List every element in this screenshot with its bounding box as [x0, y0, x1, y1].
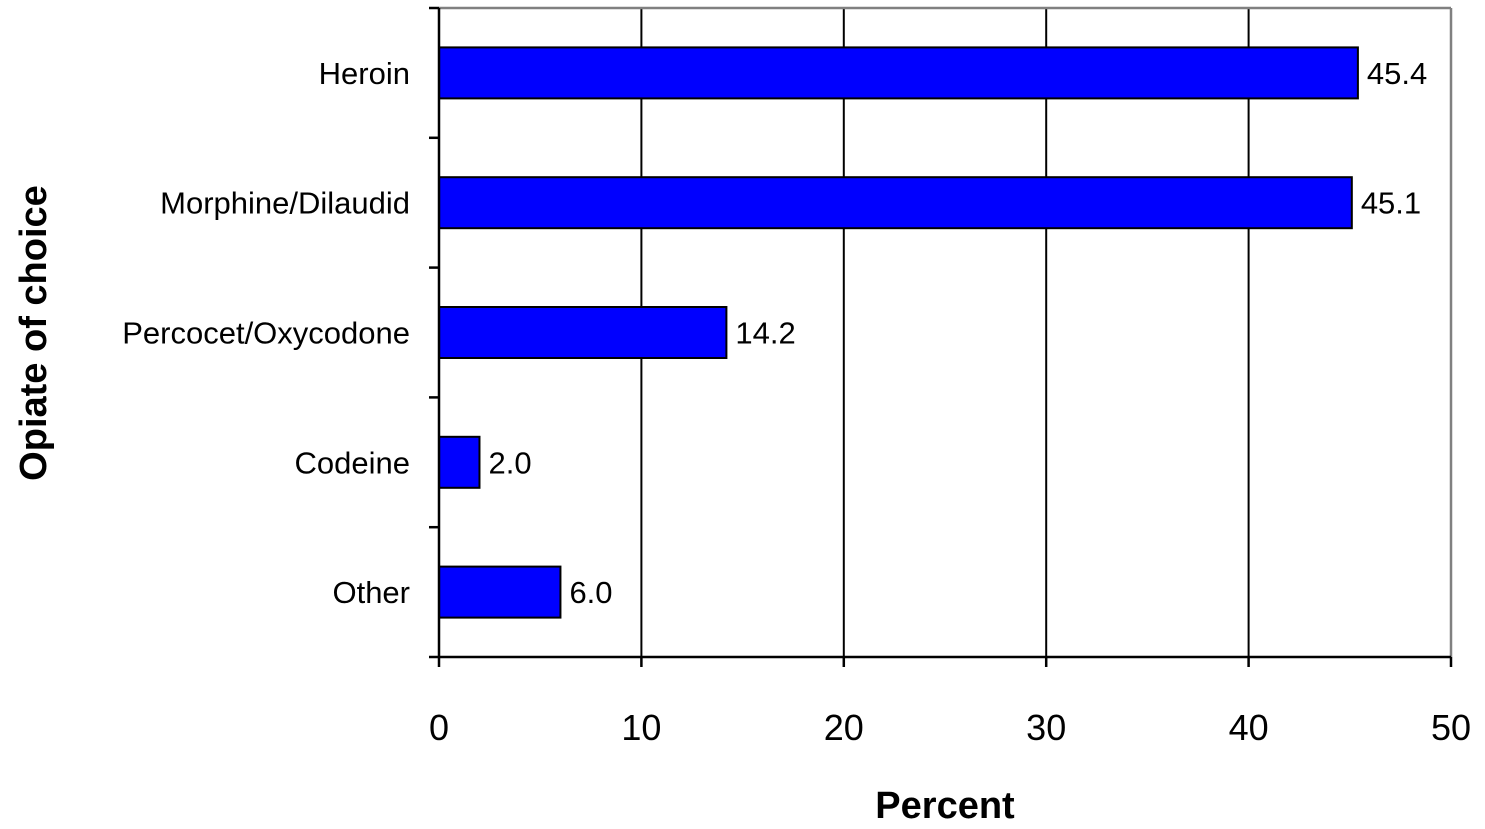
data-label: 45.1: [1361, 186, 1421, 221]
data-label: 14.2: [735, 316, 795, 351]
bar-other: [438, 565, 562, 619]
bar-codeine: [438, 435, 481, 489]
data-label: 6.0: [569, 575, 612, 610]
bar-heroin: [438, 46, 1359, 100]
category-label: Other: [332, 575, 410, 610]
category-label: Percocet/Oxycodone: [122, 316, 410, 351]
category-label: Heroin: [319, 56, 410, 91]
x-tick-label: 10: [621, 707, 661, 748]
x-tick-label: 30: [1026, 707, 1066, 748]
bars: [438, 46, 1359, 619]
x-tick-label: 0: [429, 707, 449, 748]
category-label: Codeine: [295, 445, 410, 480]
x-axis-title: Percent: [875, 785, 1015, 827]
x-tick-label: 50: [1431, 707, 1471, 748]
category-label: Morphine/Dilaudid: [160, 186, 410, 221]
plot-frame: [439, 6, 1453, 657]
bar-morphine-dilaudid: [438, 176, 1353, 230]
data-label: 2.0: [488, 445, 531, 480]
data-label: 45.4: [1367, 56, 1427, 91]
gridlines: [640, 8, 1250, 657]
axes: [429, 6, 1453, 667]
bar-percocet-oxycodone: [438, 306, 728, 359]
y-axis-title: Opiate of choice: [13, 185, 55, 481]
x-tick-label: 40: [1229, 707, 1269, 748]
x-tick-label: 20: [824, 707, 864, 748]
labels: Heroin 45.4 Morphine/Dilaudid 45.1 Percocet/…: [122, 56, 1471, 748]
